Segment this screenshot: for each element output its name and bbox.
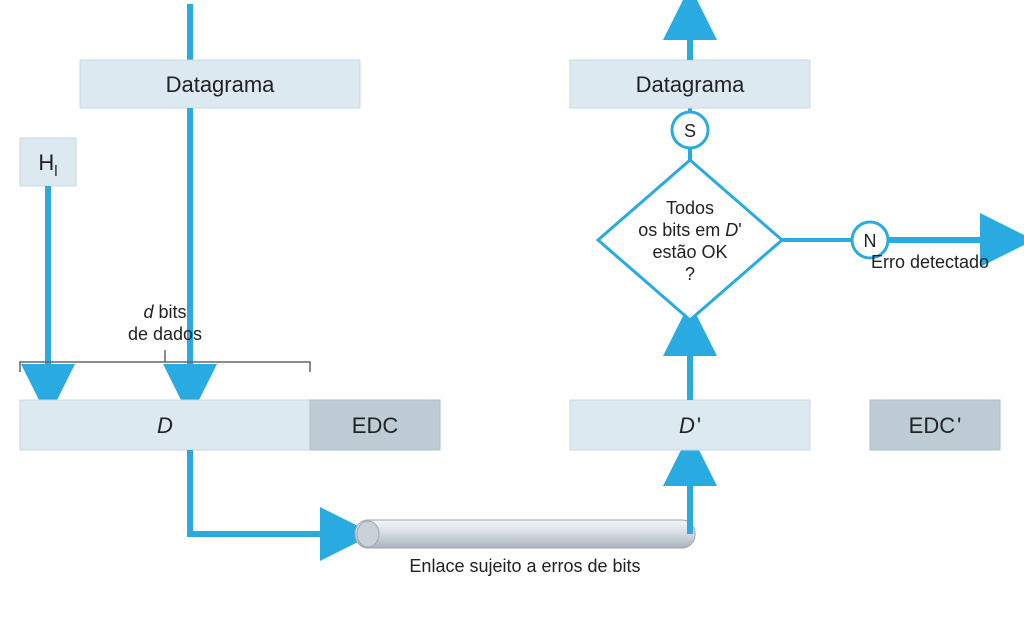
decision-line1: Todos — [666, 198, 714, 218]
label-link: Enlace sujeito a erros de bits — [409, 556, 640, 576]
label-d-left: D — [157, 413, 173, 438]
decision-diamond — [598, 160, 782, 320]
decision-line2: os bits em D' — [638, 220, 741, 240]
arrow-d-to-link — [190, 450, 350, 534]
bracket-d-bits — [20, 350, 310, 372]
decision-line4: ? — [685, 264, 695, 284]
bracket-label-line2: de dados — [128, 324, 202, 344]
label-datagram-right: Datagrama — [636, 72, 746, 97]
label-error-detected: Erro detectado — [871, 252, 989, 272]
label-datagram-left: Datagrama — [166, 72, 276, 97]
link-tube — [355, 520, 695, 548]
edc-diagram: Datagrama Hl d bits de dados D EDC Enlac… — [0, 0, 1024, 640]
bracket-label-line1: d bits — [143, 302, 186, 322]
label-edc-right: EDC' — [909, 413, 962, 438]
label-edc-left: EDC — [352, 413, 399, 438]
decision-line3: estão OK — [652, 242, 727, 262]
yes-node-label: S — [684, 121, 696, 141]
no-node-label: N — [864, 231, 877, 251]
label-d-right: D' — [679, 413, 701, 438]
